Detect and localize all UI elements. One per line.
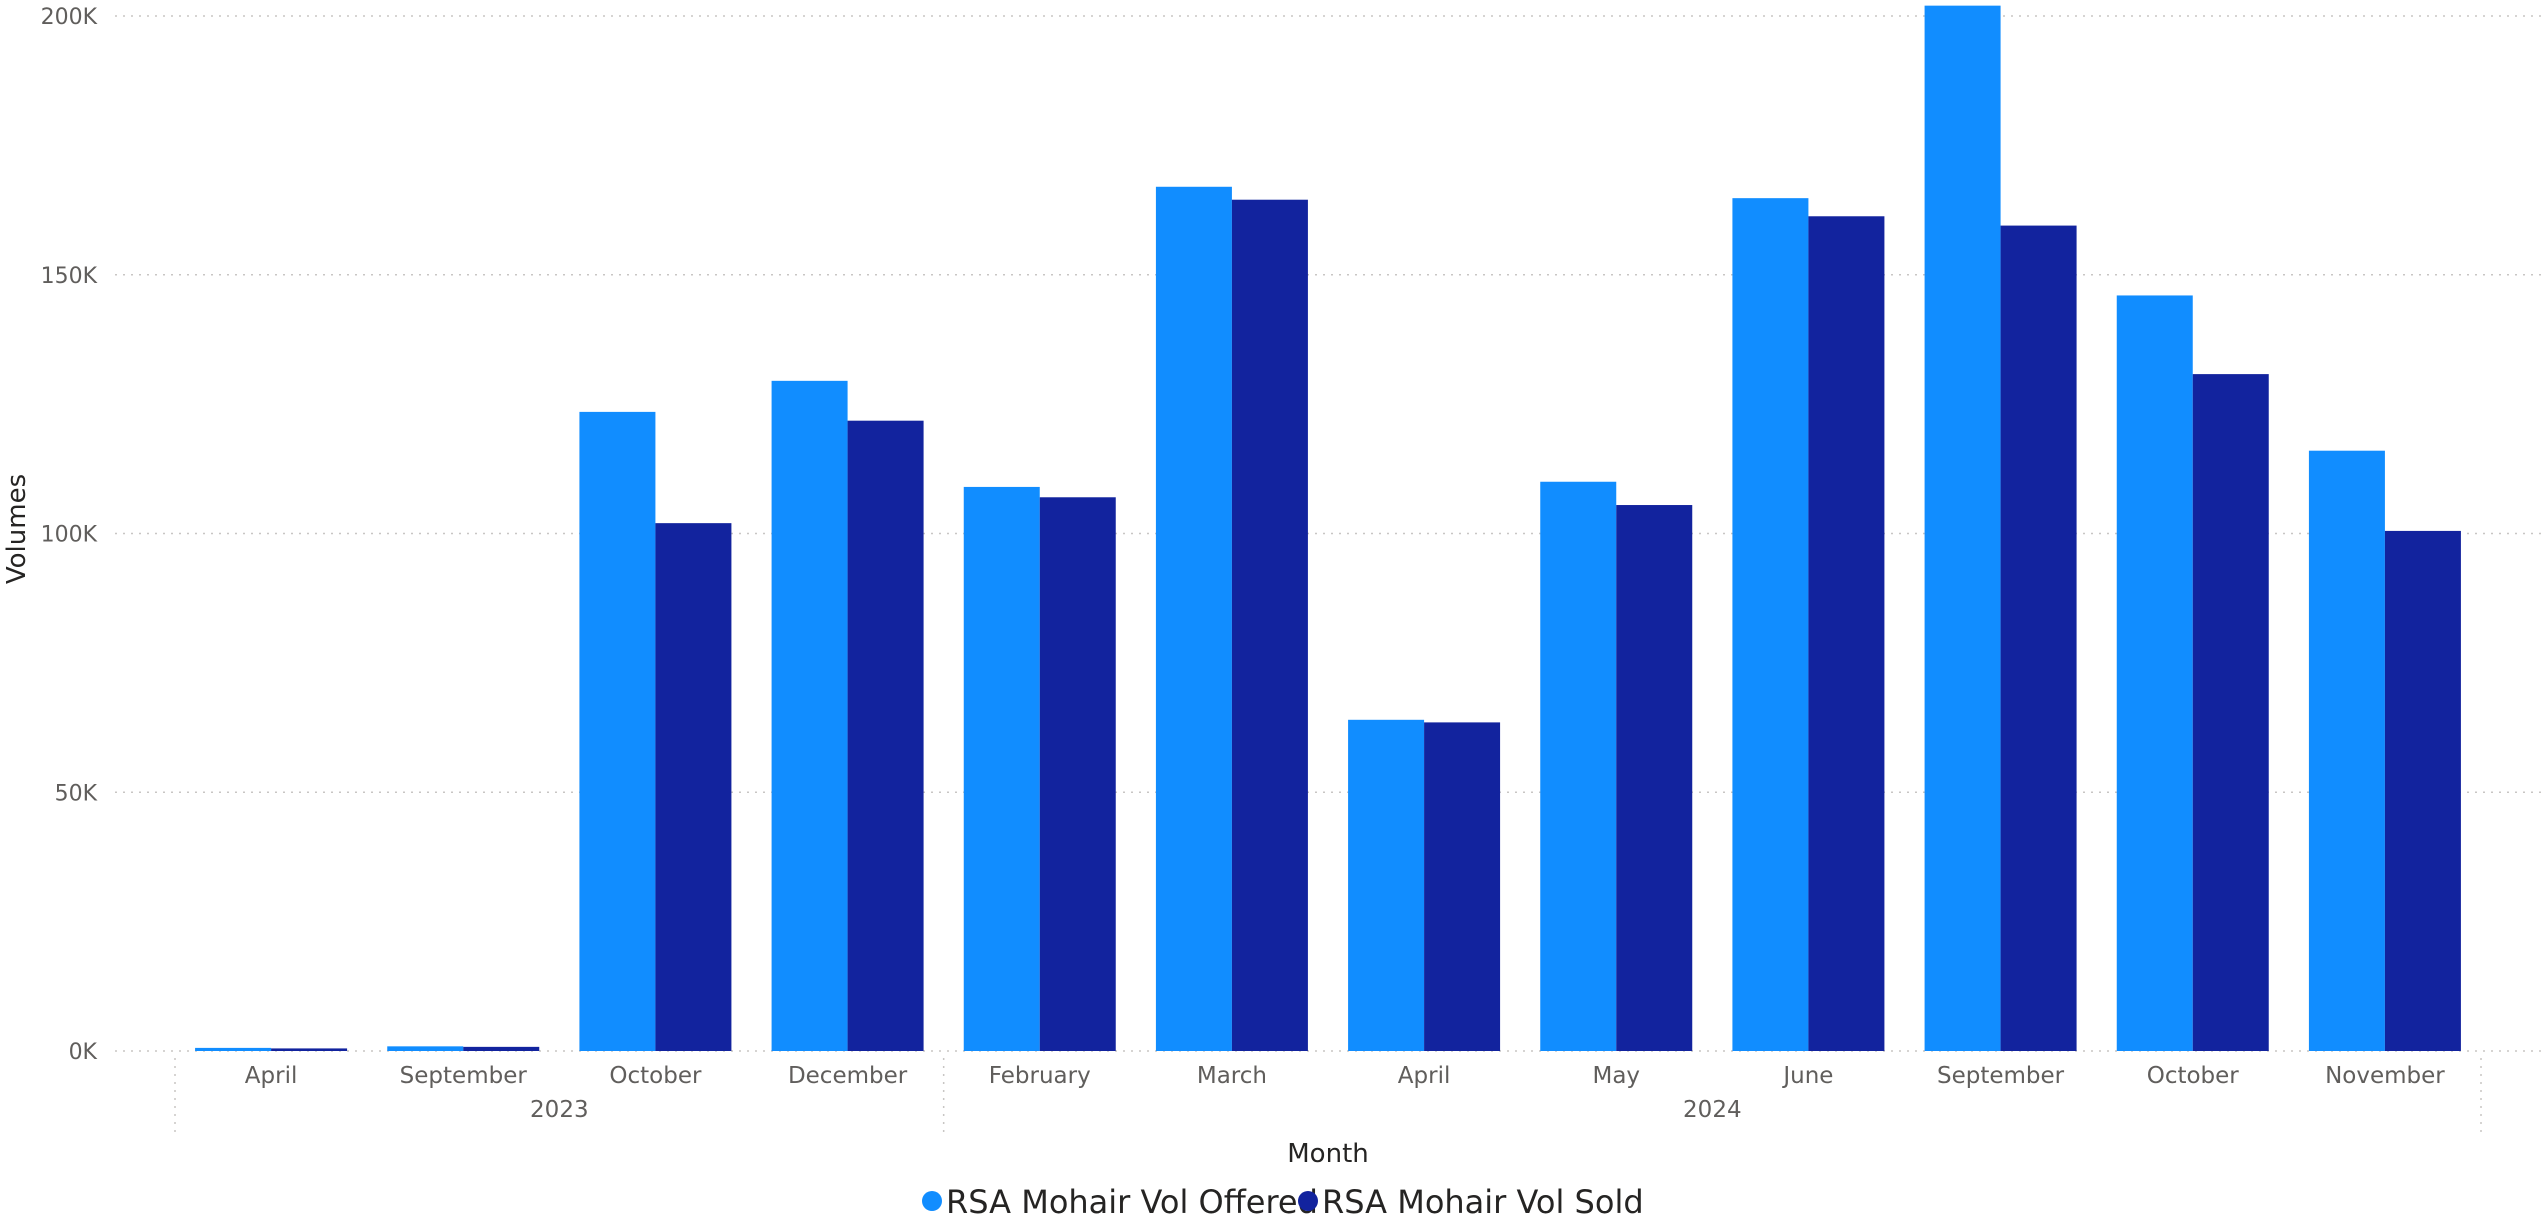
bar-rsa-mohair-vol-sold[interactable] [1231, 199, 1308, 1051]
y-tick-label: 0K [69, 1040, 98, 1065]
y-axis-title: Volumes [2, 474, 32, 584]
y-tick-label: 100K [41, 523, 98, 548]
x-category-label: October [609, 1063, 702, 1089]
bar-rsa-mohair-vol-sold[interactable] [271, 1048, 348, 1051]
legend-marker [1298, 1191, 1318, 1211]
bar-rsa-mohair-vol-sold[interactable] [2384, 530, 2461, 1051]
bar-rsa-mohair-vol-offered[interactable] [1348, 719, 1425, 1051]
legend-marker [922, 1191, 942, 1211]
bar-rsa-mohair-vol-offered[interactable] [771, 380, 848, 1051]
bar-rsa-mohair-vol-sold[interactable] [655, 523, 732, 1051]
bar-rsa-mohair-vol-sold[interactable] [1808, 216, 1885, 1051]
y-tick-label: 50K [55, 781, 98, 806]
x-axis-group-labels: 2023 2024 [174, 1058, 2482, 1132]
bar-rsa-mohair-vol-sold[interactable] [2192, 374, 2269, 1051]
x-group-label: 2023 [530, 1097, 589, 1123]
bar-rsa-mohair-vol-sold[interactable] [847, 420, 924, 1051]
y-tick-label: 150K [41, 264, 98, 289]
bar-rsa-mohair-vol-sold[interactable] [1616, 505, 1693, 1052]
bar-rsa-mohair-vol-sold[interactable] [463, 1046, 540, 1051]
legend[interactable]: RSA Mohair Vol Offered RSA Mohair Vol Sol… [922, 1183, 1644, 1221]
y-tick-label: 200K [41, 5, 98, 30]
x-category-label: May [1592, 1063, 1640, 1089]
bar-rsa-mohair-vol-offered[interactable] [387, 1046, 464, 1051]
bar-rsa-mohair-vol-offered[interactable] [579, 411, 656, 1051]
bar-rsa-mohair-vol-sold[interactable] [2000, 225, 2077, 1051]
bar-rsa-mohair-vol-offered[interactable] [2116, 295, 2193, 1051]
bar-rsa-mohair-vol-sold[interactable] [1039, 497, 1116, 1051]
bar-rsa-mohair-vol-sold[interactable] [1424, 722, 1501, 1051]
x-group-label: 2024 [1683, 1097, 1742, 1123]
legend-item[interactable]: RSA Mohair Vol Sold [1298, 1183, 1644, 1221]
x-category-label: November [2325, 1063, 2445, 1089]
bar-rsa-mohair-vol-offered[interactable] [1155, 186, 1232, 1051]
x-category-label: September [400, 1063, 528, 1089]
x-axis-category-labels: April September October December February Mar… [245, 1063, 2445, 1089]
bar-rsa-mohair-vol-offered[interactable] [195, 1047, 272, 1051]
bar-rsa-mohair-vol-offered[interactable] [1540, 481, 1617, 1051]
x-category-label: September [1937, 1063, 2065, 1089]
bar-rsa-mohair-vol-offered[interactable] [2308, 450, 2385, 1051]
legend-item[interactable]: RSA Mohair Vol Offered [922, 1183, 1318, 1221]
legend-label: RSA Mohair Vol Sold [1322, 1183, 1644, 1221]
legend-label: RSA Mohair Vol Offered [946, 1183, 1318, 1221]
x-category-label: October [2147, 1063, 2240, 1089]
bar-rsa-mohair-vol-offered[interactable] [963, 486, 1040, 1051]
x-category-label: April [1398, 1063, 1451, 1089]
bar-rsa-mohair-vol-offered[interactable] [1924, 5, 2001, 1051]
x-category-label: December [788, 1063, 908, 1089]
x-category-label: February [989, 1063, 1091, 1089]
x-category-label: March [1197, 1063, 1267, 1089]
bars [195, 5, 2461, 1052]
x-category-label: June [1781, 1063, 1833, 1089]
x-category-label: April [245, 1063, 298, 1089]
x-axis-title: Month [1287, 1139, 1369, 1169]
y-axis-ticks: 0K 50K 100K 150K 200K [41, 5, 98, 1065]
bar-rsa-mohair-vol-offered[interactable] [1732, 198, 1809, 1051]
